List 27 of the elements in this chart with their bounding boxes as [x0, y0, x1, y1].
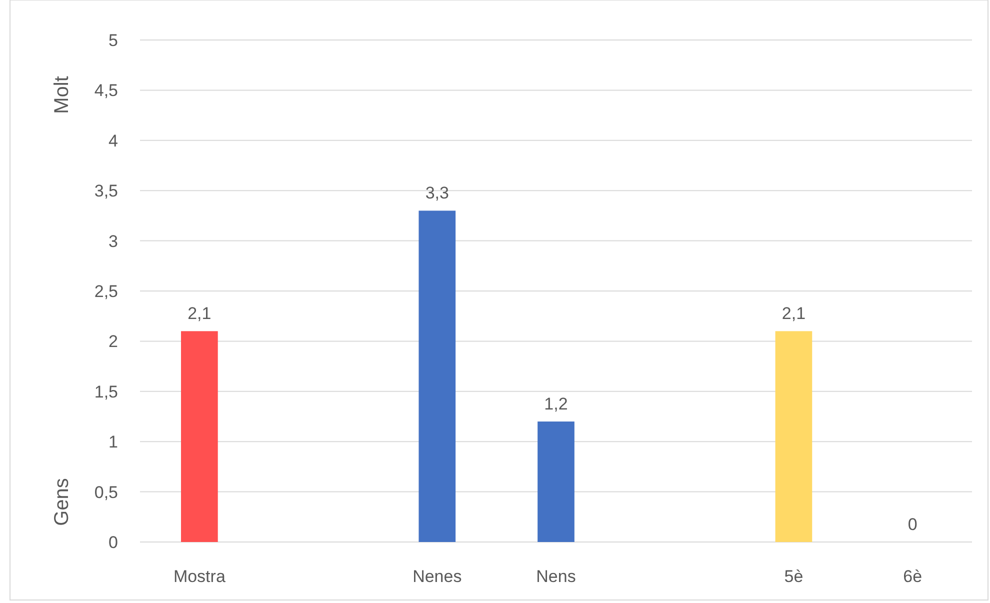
bar: [775, 331, 812, 542]
y-tick-label: 3: [108, 232, 118, 251]
y-tick-label: 5: [108, 30, 118, 50]
bar: [418, 210, 456, 542]
y-tick-label: 1: [108, 432, 118, 452]
x-tick-label: Nens: [536, 567, 576, 586]
bar: [538, 422, 574, 542]
x-tick-label: 5è: [784, 567, 804, 586]
y-tick-label: 4,5: [94, 81, 118, 100]
y-tick-label: 2: [108, 332, 118, 352]
x-tick-label: Mostra: [173, 567, 226, 586]
y-tick-label: 2,5: [94, 282, 118, 301]
x-tick-label: Nenes: [412, 567, 462, 586]
x-tick-label: 6è: [903, 567, 922, 586]
y-tick-label: 3,5: [94, 182, 118, 201]
y-tick-label: 1,5: [94, 382, 118, 402]
data-label: 2,1: [188, 304, 212, 324]
y-tick-label: 4: [108, 131, 118, 150]
text: Gens: [51, 478, 73, 526]
data-label: 1,2: [544, 394, 568, 414]
data-label: 3,3: [425, 184, 449, 203]
data-label: 0: [908, 515, 918, 534]
data-label: 2,1: [782, 304, 806, 324]
y-tick-label: 0,5: [94, 482, 118, 502]
text: Molt: [51, 76, 73, 114]
y-tick-label: 0: [108, 532, 118, 552]
bar: [181, 331, 218, 542]
